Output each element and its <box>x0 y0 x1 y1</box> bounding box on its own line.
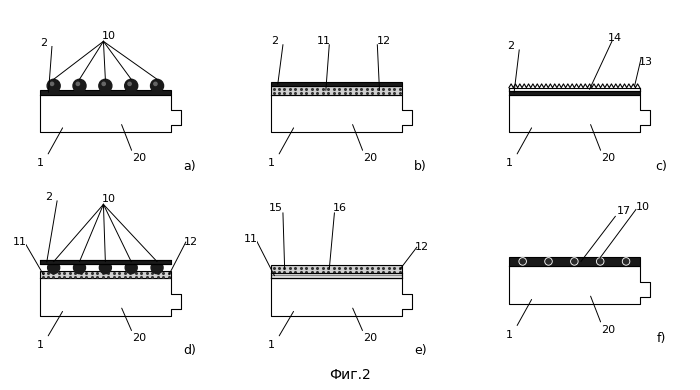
Text: 1: 1 <box>36 158 43 168</box>
Circle shape <box>151 262 163 274</box>
Polygon shape <box>271 278 412 316</box>
Circle shape <box>50 82 54 85</box>
Text: 20: 20 <box>363 333 377 343</box>
Bar <box>271 265 402 273</box>
Text: 12: 12 <box>377 36 391 46</box>
Polygon shape <box>509 266 650 304</box>
Text: f): f) <box>657 332 666 345</box>
Circle shape <box>622 258 630 265</box>
Circle shape <box>73 79 86 92</box>
Text: 1: 1 <box>505 158 512 168</box>
Circle shape <box>102 82 106 85</box>
Text: 20: 20 <box>601 324 615 335</box>
Text: 14: 14 <box>608 33 622 43</box>
Polygon shape <box>271 94 412 132</box>
Text: 10: 10 <box>102 31 116 41</box>
Text: 12: 12 <box>184 237 198 247</box>
Text: 10: 10 <box>102 194 116 204</box>
Text: a): a) <box>183 160 195 173</box>
Bar <box>40 271 171 278</box>
Bar <box>40 90 171 94</box>
Text: e): e) <box>414 344 426 357</box>
Bar <box>509 91 640 94</box>
Bar <box>271 273 402 278</box>
Text: 11: 11 <box>13 237 27 247</box>
Text: 20: 20 <box>132 333 146 343</box>
Circle shape <box>76 82 80 85</box>
Circle shape <box>570 258 578 265</box>
Text: 20: 20 <box>601 153 615 163</box>
Text: 1: 1 <box>36 340 43 350</box>
Circle shape <box>154 82 157 85</box>
Text: 11: 11 <box>244 234 258 244</box>
Polygon shape <box>40 94 181 132</box>
Text: 20: 20 <box>132 153 146 163</box>
Circle shape <box>125 262 137 274</box>
Text: d): d) <box>183 344 196 357</box>
Polygon shape <box>509 94 650 132</box>
Circle shape <box>74 262 85 274</box>
Circle shape <box>99 79 112 92</box>
Text: 2: 2 <box>271 36 278 46</box>
Text: 2: 2 <box>40 38 47 48</box>
Circle shape <box>48 262 60 274</box>
Bar <box>271 82 402 86</box>
Polygon shape <box>40 278 181 316</box>
Circle shape <box>545 258 552 265</box>
Circle shape <box>47 79 60 92</box>
Text: 16: 16 <box>332 203 346 213</box>
Text: 12: 12 <box>415 242 429 252</box>
Circle shape <box>125 79 138 92</box>
Bar <box>509 257 640 266</box>
Text: 11: 11 <box>317 36 331 46</box>
Text: c): c) <box>656 160 668 173</box>
Text: 2: 2 <box>507 41 514 51</box>
Bar <box>40 260 171 264</box>
Text: 1: 1 <box>267 340 274 350</box>
Text: 10: 10 <box>636 202 650 212</box>
Bar <box>509 88 640 91</box>
Text: 1: 1 <box>505 330 512 340</box>
Circle shape <box>150 79 164 92</box>
Text: 1: 1 <box>267 158 274 168</box>
Circle shape <box>128 82 131 85</box>
Text: Фиг.2: Фиг.2 <box>329 368 371 382</box>
Text: 20: 20 <box>363 153 377 163</box>
Text: b): b) <box>414 160 426 173</box>
Circle shape <box>99 262 111 274</box>
Text: 2: 2 <box>45 193 52 202</box>
Text: 17: 17 <box>617 206 631 216</box>
Circle shape <box>519 258 526 265</box>
Circle shape <box>596 258 604 265</box>
Bar <box>271 86 402 94</box>
Text: 15: 15 <box>269 203 283 213</box>
Text: 13: 13 <box>639 57 653 67</box>
